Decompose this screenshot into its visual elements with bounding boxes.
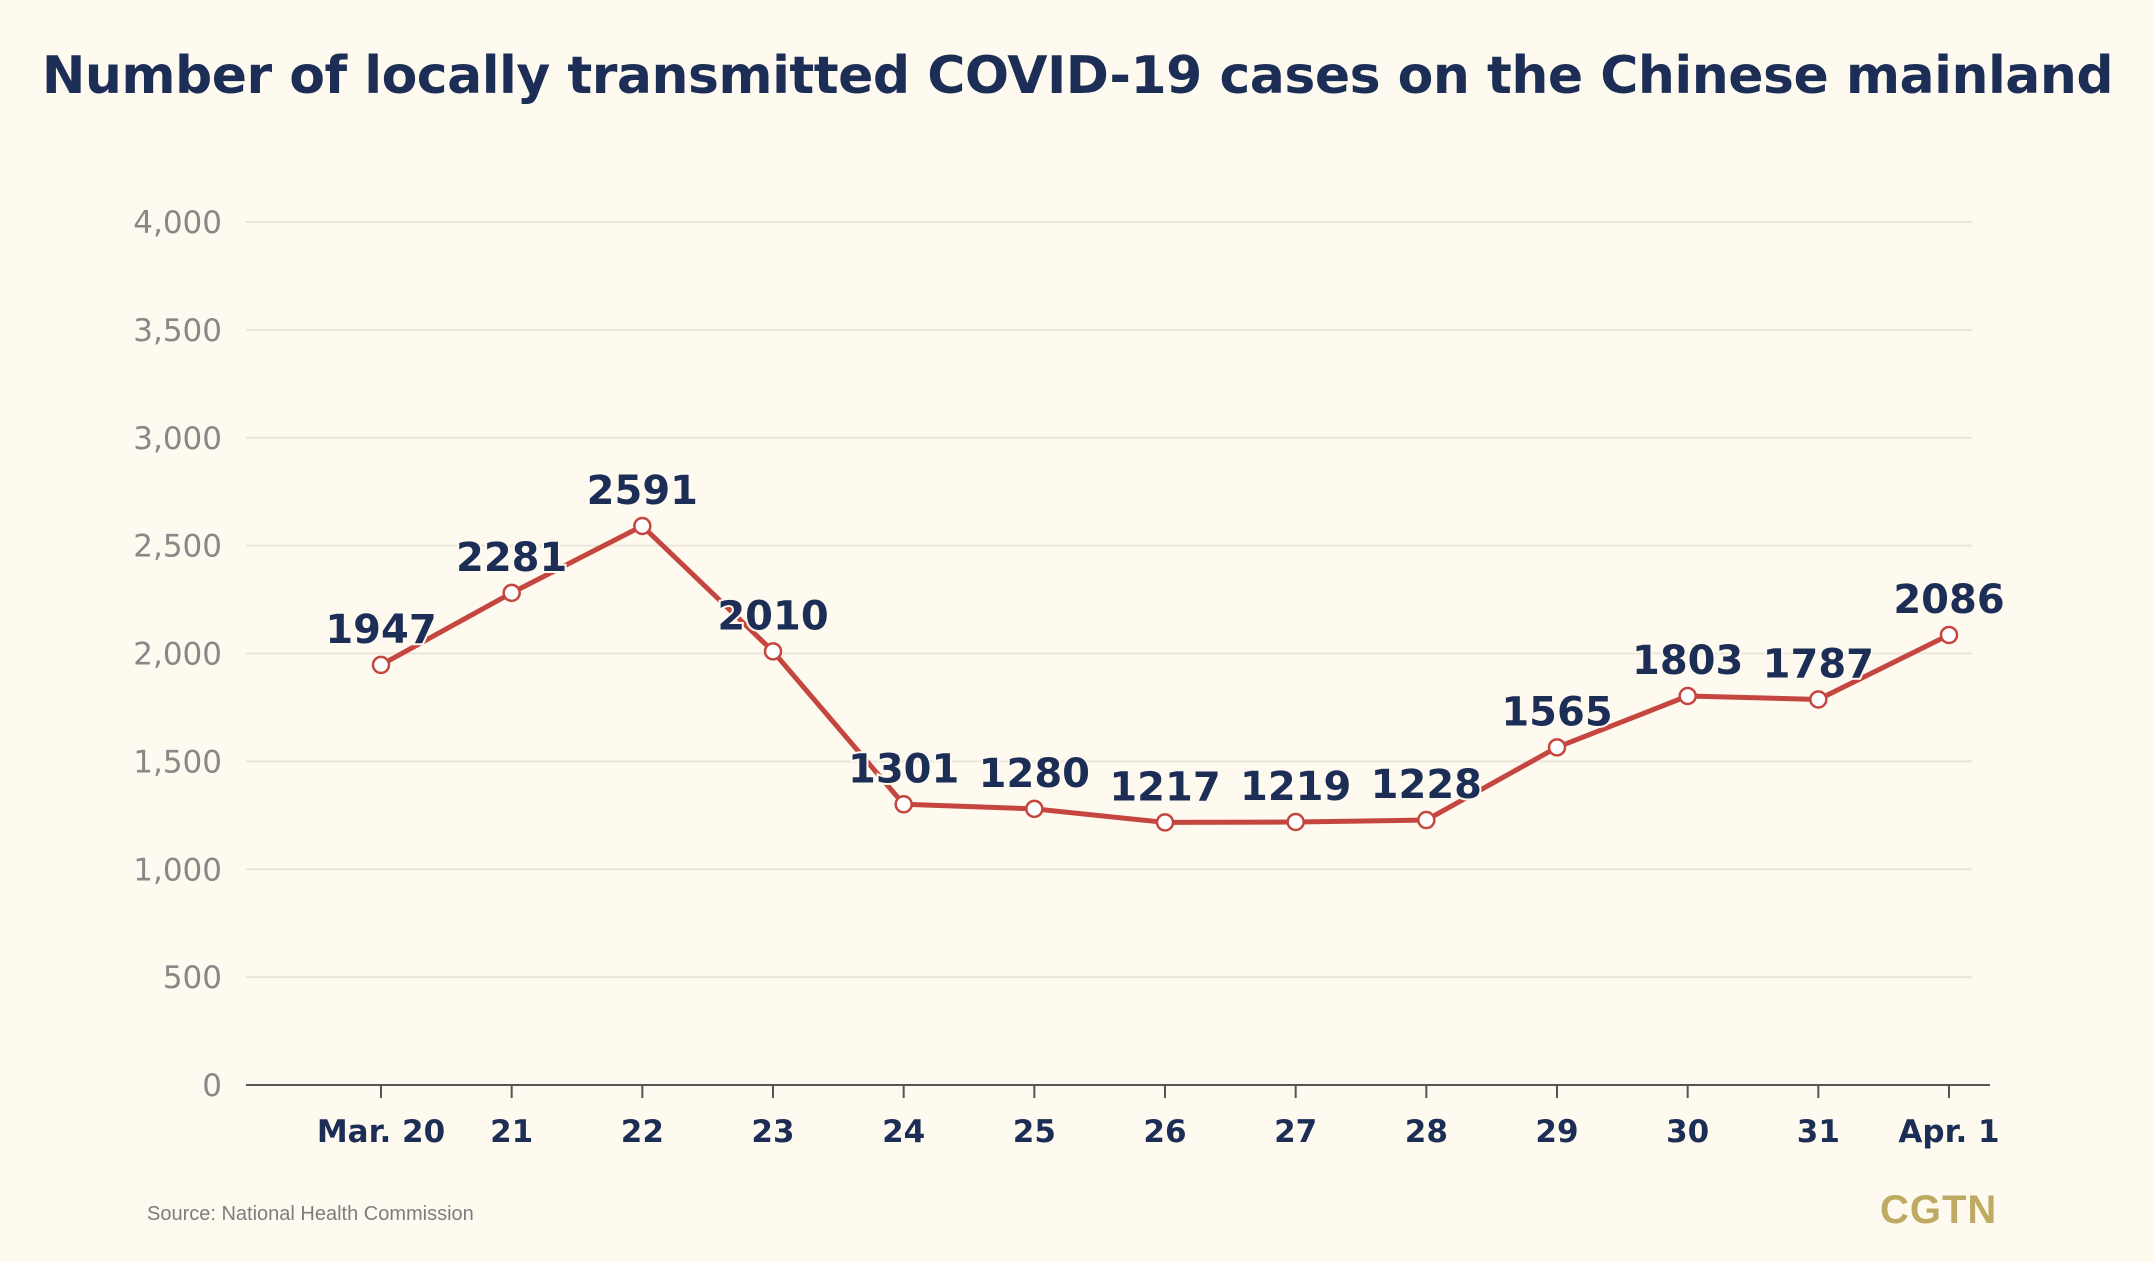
x-tick-label: 28 [1405,1114,1448,1150]
y-tick-label: 500 [163,960,222,996]
data-point [633,516,652,536]
x-tick-label: 21 [490,1114,533,1150]
data-label: 2086 [1893,577,2004,623]
chart-title: Number of locally transmitted COVID-19 c… [41,46,2114,106]
x-tick-label: Mar. 20 [317,1114,445,1150]
y-tick-label: 3,000 [133,421,222,457]
data-label: 1219 [1240,764,1351,810]
x-tick-label: 31 [1797,1114,1840,1150]
y-tick-label: 1,500 [133,744,222,780]
data-label: 1787 [1763,641,1874,687]
x-tick-label: Apr. 1 [1898,1114,1999,1150]
data-label: 1217 [1109,764,1220,810]
data-point [1547,738,1567,757]
data-point [894,795,913,814]
data-label: 1947 [325,607,436,653]
data-label: 2591 [587,468,698,514]
data-label: 1228 [1371,762,1482,808]
x-tick-label: 23 [751,1114,794,1150]
source-note: Source: National Health Commission [147,1203,474,1225]
y-tick-label: 2,000 [133,637,222,673]
y-tick-label: 4,000 [133,205,222,241]
x-tick-label: 27 [1274,1114,1317,1150]
x-tick-label: 24 [882,1114,925,1150]
data-point [1025,799,1044,819]
y-tick-label: 2,500 [133,529,222,565]
data-point [1809,690,1828,709]
x-tick-label: 30 [1666,1114,1709,1150]
data-label: 1565 [1501,689,1612,735]
data-point [1286,812,1305,832]
y-tick-label: 3,500 [133,313,222,349]
data-point [1417,810,1436,830]
data-label: 1280 [979,751,1090,797]
y-tick-label: 0 [202,1068,222,1104]
cgtn-logo: CGTN [1880,1188,1998,1232]
data-point [1678,686,1697,706]
data-point [502,583,521,603]
data-label: 2281 [456,535,567,581]
x-tick-label: 22 [621,1114,664,1150]
data-point [371,655,391,675]
y-tick-label: 1,000 [133,852,222,888]
data-point [763,642,783,661]
data-point [1155,813,1175,832]
data-point [1939,625,1959,645]
data-label: 1301 [848,746,959,792]
x-tick-label: 25 [1013,1114,1056,1150]
x-tick-label: 29 [1535,1114,1578,1150]
data-label: 1803 [1632,638,1743,684]
data-label: 2010 [717,593,828,639]
x-tick-label: 26 [1143,1114,1186,1150]
